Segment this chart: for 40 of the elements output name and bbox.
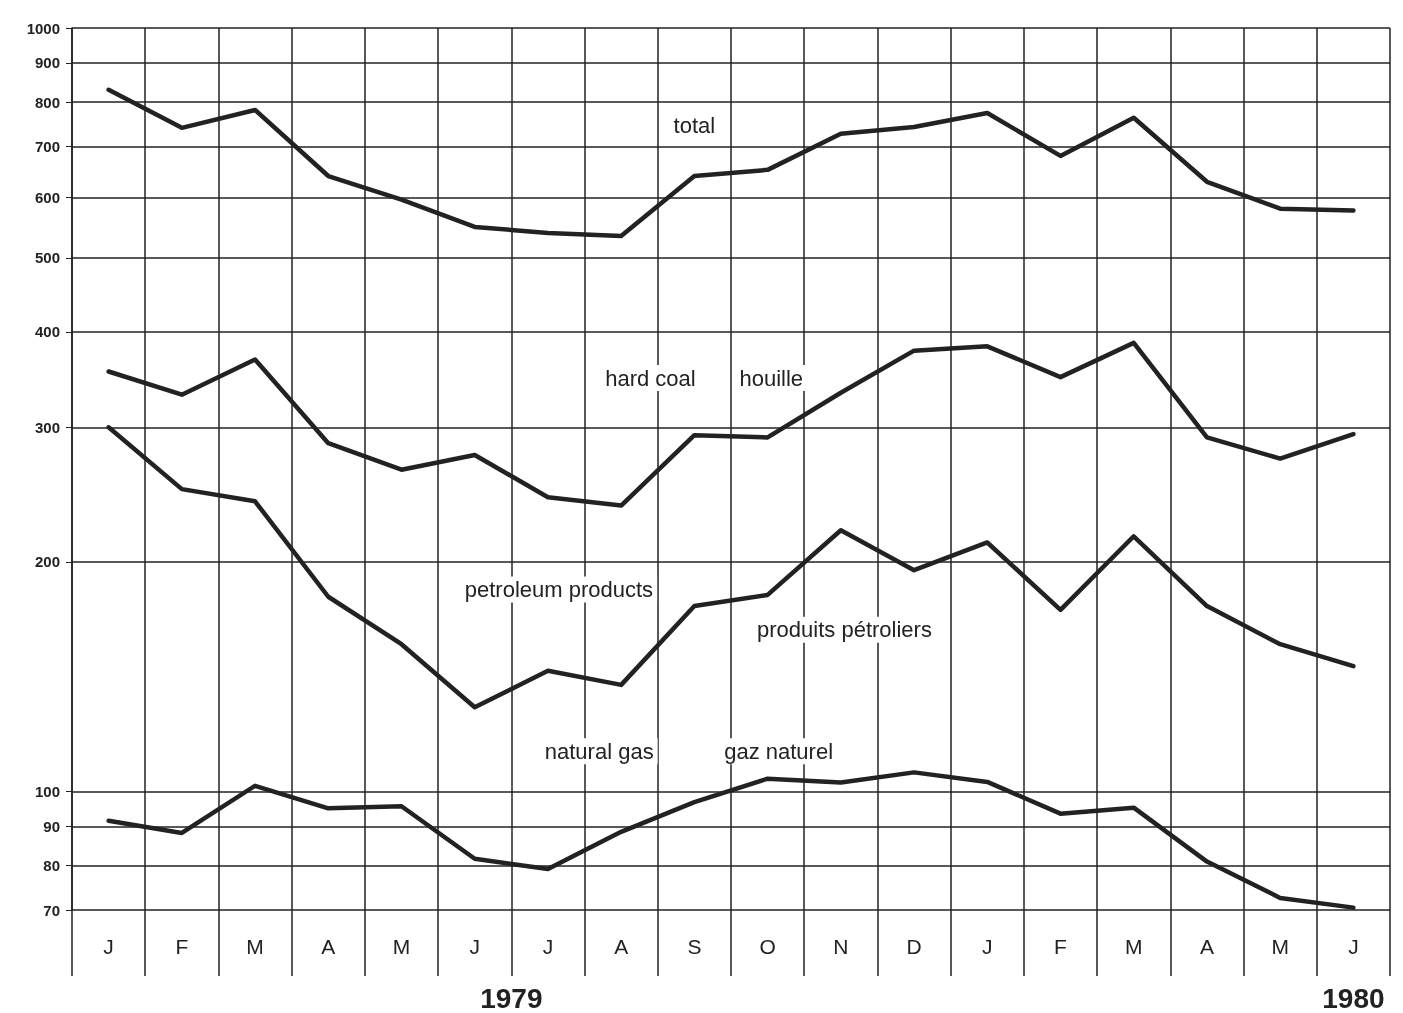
y-tick-label: 80 [43, 857, 60, 875]
x-tick-label: M [392, 935, 411, 958]
x-tick-label: A [614, 935, 629, 958]
x-tick-label: F [175, 935, 189, 958]
x-tick-label: A [1199, 935, 1214, 958]
y-tick-label: 1000 [26, 19, 60, 37]
x-tick-label: F [1054, 935, 1067, 958]
x-tick-label: A [321, 935, 336, 958]
annotation: petroleum products [464, 576, 654, 602]
x-tick-label: J [103, 935, 114, 958]
x-tick-label: S [687, 935, 702, 958]
x-tick-label: J [982, 935, 993, 958]
y-tick-label: 100 [34, 783, 60, 801]
annotation: houille [739, 365, 804, 391]
annotation: gaz naturel [724, 738, 834, 764]
x-tick-label: M [1271, 935, 1289, 958]
x-tick-label: J [542, 935, 554, 958]
annotation: natural gas [544, 738, 654, 764]
text: 1980 [1322, 982, 1385, 1013]
annotation: produits pétroliers [757, 617, 932, 643]
y-tick-label: 500 [34, 249, 60, 267]
y-tick-label: 800 [34, 93, 60, 111]
text: 1979 [480, 982, 543, 1013]
y-tick-label: 400 [34, 323, 60, 341]
annotation: hard coal [605, 365, 696, 391]
y-tick-label: 600 [34, 188, 60, 206]
y-tick-label: 90 [43, 818, 60, 836]
y-tick-label: 700 [34, 137, 60, 155]
x-tick-label: N [833, 935, 849, 958]
annotation: total [673, 113, 716, 139]
y-tick-label: 900 [34, 54, 60, 72]
x-tick-label: J [469, 935, 480, 958]
x-tick-label: J [1348, 935, 1359, 958]
x-tick-label: M [1124, 935, 1143, 958]
y-tick-label: 300 [34, 418, 60, 436]
x-tick-label: O [759, 935, 776, 958]
x-tick-label: D [906, 935, 922, 958]
x-tick-label: M [246, 935, 264, 958]
y-tick-label: 200 [34, 553, 60, 571]
y-tick-label: 70 [43, 901, 60, 919]
